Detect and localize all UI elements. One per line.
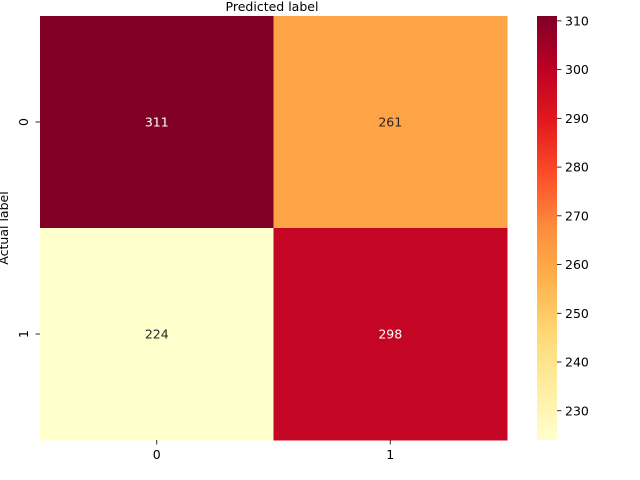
cell-value-label: 298 bbox=[378, 327, 402, 342]
colorbar-tick-label: 240 bbox=[565, 355, 589, 370]
heatmap-cell-0-1 bbox=[273, 16, 508, 229]
heatmap-cell-0-0 bbox=[40, 16, 274, 229]
x-tick-label: 1 bbox=[386, 447, 394, 462]
colorbar-tick-label: 300 bbox=[565, 62, 589, 77]
colorbar-ticks: 230 240 250 260 270 280 290 300 310 bbox=[557, 13, 589, 418]
heatmap-annotations: 311 261 224 298 bbox=[145, 115, 402, 342]
colorbar-tick-label: 250 bbox=[565, 306, 589, 321]
x-axis-title: Predicted label bbox=[226, 0, 319, 14]
colorbar-tick-label: 290 bbox=[565, 111, 589, 126]
y-axis-title: Actual label bbox=[0, 191, 11, 264]
cell-value-label: 224 bbox=[145, 327, 169, 342]
y-tick-label: 1 bbox=[16, 330, 31, 338]
heatmap-cell-1-1 bbox=[273, 228, 508, 441]
y-tick-label: 0 bbox=[16, 118, 31, 126]
colorbar-tick-label: 260 bbox=[565, 257, 589, 272]
heatmap-cells bbox=[40, 16, 508, 441]
cell-value-label: 311 bbox=[145, 115, 169, 130]
colorbar bbox=[537, 16, 557, 440]
x-tick-label: 0 bbox=[153, 447, 161, 462]
heatmap-cell-1-0 bbox=[40, 228, 274, 441]
colorbar-tick-label: 280 bbox=[565, 160, 589, 175]
cell-value-label: 261 bbox=[378, 115, 402, 130]
colorbar-tick-label: 310 bbox=[565, 13, 589, 28]
colorbar-tick-label: 270 bbox=[565, 208, 589, 223]
y-axis-ticks: 01 bbox=[16, 118, 40, 338]
colorbar-tick-label: 230 bbox=[565, 403, 589, 418]
